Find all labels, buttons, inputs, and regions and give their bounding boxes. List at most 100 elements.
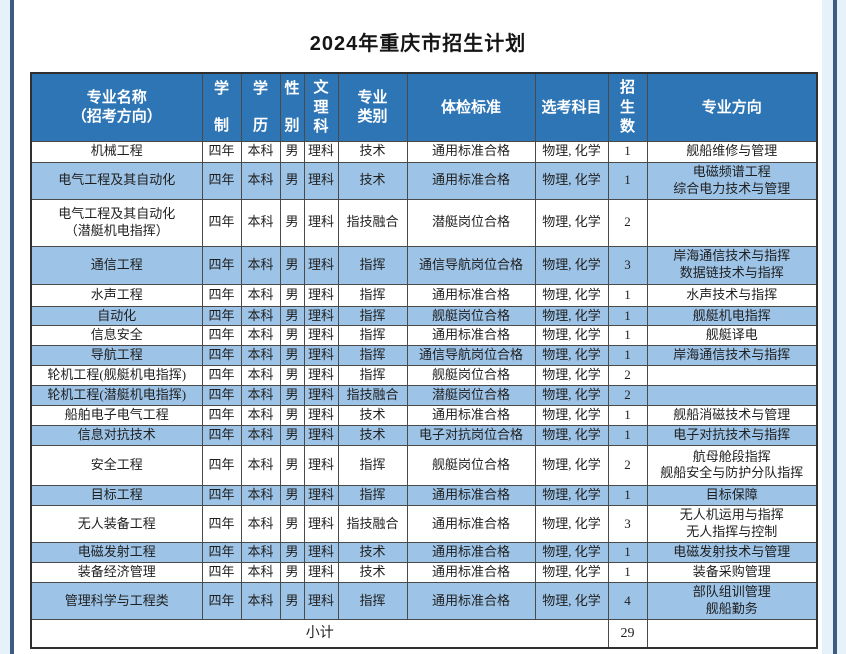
enrollment-count-cell: 1 (607, 161, 648, 200)
physical-standard-cell: 潜艇岗位合格 (406, 198, 536, 247)
col-header-enrollment-count: 招 生 数 (607, 72, 648, 142)
enrollment-count-cell: 1 (607, 484, 648, 506)
physical-standard-cell: 通信导航岗位合格 (406, 345, 536, 367)
major-name-cell: 电气工程及其自动化 （潜艇机电指挥） (30, 198, 203, 247)
major-category-cell: 指挥 (337, 245, 408, 285)
major-name-cell: 自动化 (30, 305, 203, 327)
science-track-cell: 理科 (303, 484, 339, 506)
major-name-cell: 机械工程 (30, 140, 203, 163)
science-track-cell: 理科 (303, 365, 339, 387)
major-name-cell: 信息对抗技术 (30, 424, 203, 446)
physical-standard-cell: 潜艇岗位合格 (406, 385, 536, 406)
gender-cell: 男 (279, 581, 305, 620)
col-header-exam-subjects: 选考科目 (534, 72, 609, 142)
major-direction-cell: 岸海通信技术与指挥 (646, 345, 818, 367)
exam-subjects-cell: 物理, 化学 (534, 140, 609, 163)
gender-cell: 男 (279, 484, 305, 506)
table-row: 电气工程及其自动化 四年 本科男理科 技术 通用标准合格 物理, 化学 1 电磁频谱工程 综合… (30, 161, 818, 200)
gender-cell: 男 (279, 198, 305, 247)
major-direction-cell: 装备采购管理 (646, 561, 818, 583)
major-category-cell: 技术 (337, 404, 408, 426)
table-row: 管理科学与工程类 四年 本科男理科 指挥 通用标准合格 物理, 化学 4 部队组训管理 舰船勤… (30, 581, 818, 620)
science-track-cell: 理科 (303, 444, 339, 486)
degree-cell: 本科 (240, 561, 281, 583)
physical-standard-cell: 通用标准合格 (406, 325, 536, 347)
physical-standard-cell: 舰艇岗位合格 (406, 365, 536, 387)
science-track-cell: 理科 (303, 581, 339, 620)
major-category-cell: 技术 (337, 140, 408, 163)
major-name-cell: 通信工程 (30, 245, 203, 285)
gender-cell: 男 (279, 305, 305, 327)
major-direction-cell (646, 365, 818, 387)
table-row: 轮机工程(舰艇机电指挥) 四年 本科男理科 指挥 舰艇岗位合格 物理, 化学 2 (30, 365, 818, 387)
major-name-cell: 导航工程 (30, 345, 203, 367)
major-name-cell: 电气工程及其自动化 (30, 161, 203, 200)
duration-cell: 四年 (201, 245, 242, 285)
exam-subjects-cell: 物理, 化学 (534, 198, 609, 247)
enrollment-count-cell: 4 (607, 581, 648, 620)
major-category-cell: 指挥 (337, 581, 408, 620)
gender-cell: 男 (279, 283, 305, 307)
science-track-cell: 理科 (303, 325, 339, 347)
right-frame-line (833, 0, 837, 654)
major-category-cell: 指挥 (337, 365, 408, 387)
enrollment-count-cell: 1 (607, 283, 648, 307)
degree-cell: 本科 (240, 198, 281, 247)
enrollment-count-cell: 1 (607, 541, 648, 563)
gender-cell: 男 (279, 504, 305, 543)
enrollment-count-cell: 3 (607, 504, 648, 543)
major-direction-cell: 目标保障 (646, 484, 818, 506)
exam-subjects-cell: 物理, 化学 (534, 283, 609, 307)
duration-cell: 四年 (201, 325, 242, 347)
physical-standard-cell: 通用标准合格 (406, 504, 536, 543)
col-header-degree: 学历 (240, 72, 281, 142)
exam-subjects-cell: 物理, 化学 (534, 325, 609, 347)
physical-standard-cell: 通用标准合格 (406, 541, 536, 563)
major-category-cell: 技术 (337, 541, 408, 563)
major-name-cell: 轮机工程(舰艇机电指挥) (30, 365, 203, 387)
table-row: 安全工程 四年 本科男理科 指挥 舰艇岗位合格 物理, 化学 2 航母舱段指挥 舰船安全与防护… (30, 444, 818, 486)
table-row: 导航工程 四年 本科男理科 指挥 通信导航岗位合格 物理, 化学 1 岸海通信技术与指挥 (30, 345, 818, 367)
degree-cell: 本科 (240, 484, 281, 506)
gender-cell: 男 (279, 365, 305, 387)
major-category-cell: 技术 (337, 424, 408, 446)
table-row: 信息安全 四年 本科男理科 指挥 通用标准合格 物理, 化学 1 舰艇译电 (30, 325, 818, 347)
major-name-cell: 船舶电子电气工程 (30, 404, 203, 426)
enrollment-count-cell: 1 (607, 561, 648, 583)
physical-standard-cell: 通用标准合格 (406, 404, 536, 426)
major-category-cell: 指挥 (337, 283, 408, 307)
physical-standard-cell: 通用标准合格 (406, 161, 536, 200)
enrollment-count-cell: 2 (607, 385, 648, 406)
major-direction-cell: 舰艇译电 (646, 325, 818, 347)
enrollment-count-cell: 1 (607, 404, 648, 426)
table-row: 船舶电子电气工程 四年 本科男理科 技术 通用标准合格 物理, 化学 1 舰船消磁技术与管理 (30, 404, 818, 426)
degree-cell: 本科 (240, 385, 281, 406)
col-header-gender: 性别 (279, 72, 305, 142)
exam-subjects-cell: 物理, 化学 (534, 581, 609, 620)
major-direction-cell: 无人机运用与指挥 无人指挥与控制 (646, 504, 818, 543)
enrollment-count-cell: 1 (607, 305, 648, 327)
table-footer: 小计 29 (30, 618, 818, 649)
science-track-cell: 理科 (303, 385, 339, 406)
major-category-cell: 指技融合 (337, 504, 408, 543)
major-category-cell: 指技融合 (337, 385, 408, 406)
physical-standard-cell: 通信导航岗位合格 (406, 245, 536, 285)
col-header-duration: 学制 (201, 72, 242, 142)
major-category-cell: 指挥 (337, 305, 408, 327)
degree-cell: 本科 (240, 424, 281, 446)
page-title: 2024年重庆市招生计划 (309, 33, 527, 55)
degree-cell: 本科 (240, 140, 281, 163)
science-track-cell: 理科 (303, 161, 339, 200)
gender-cell: 男 (279, 345, 305, 367)
duration-cell: 四年 (201, 581, 242, 620)
table-row: 电气工程及其自动化 （潜艇机电指挥） 四年 本科男理科 指技融合 潜艇岗位合格 物理, 化… (30, 198, 818, 247)
degree-cell: 本科 (240, 581, 281, 620)
col-header-major-direction: 专业方向 (646, 72, 818, 142)
major-direction-cell: 电子对抗技术与指挥 (646, 424, 818, 446)
exam-subjects-cell: 物理, 化学 (534, 245, 609, 285)
physical-standard-cell: 通用标准合格 (406, 140, 536, 163)
enrollment-count-cell: 3 (607, 245, 648, 285)
enrollment-count-cell: 2 (607, 444, 648, 486)
exam-subjects-cell: 物理, 化学 (534, 345, 609, 367)
major-category-cell: 技术 (337, 161, 408, 200)
